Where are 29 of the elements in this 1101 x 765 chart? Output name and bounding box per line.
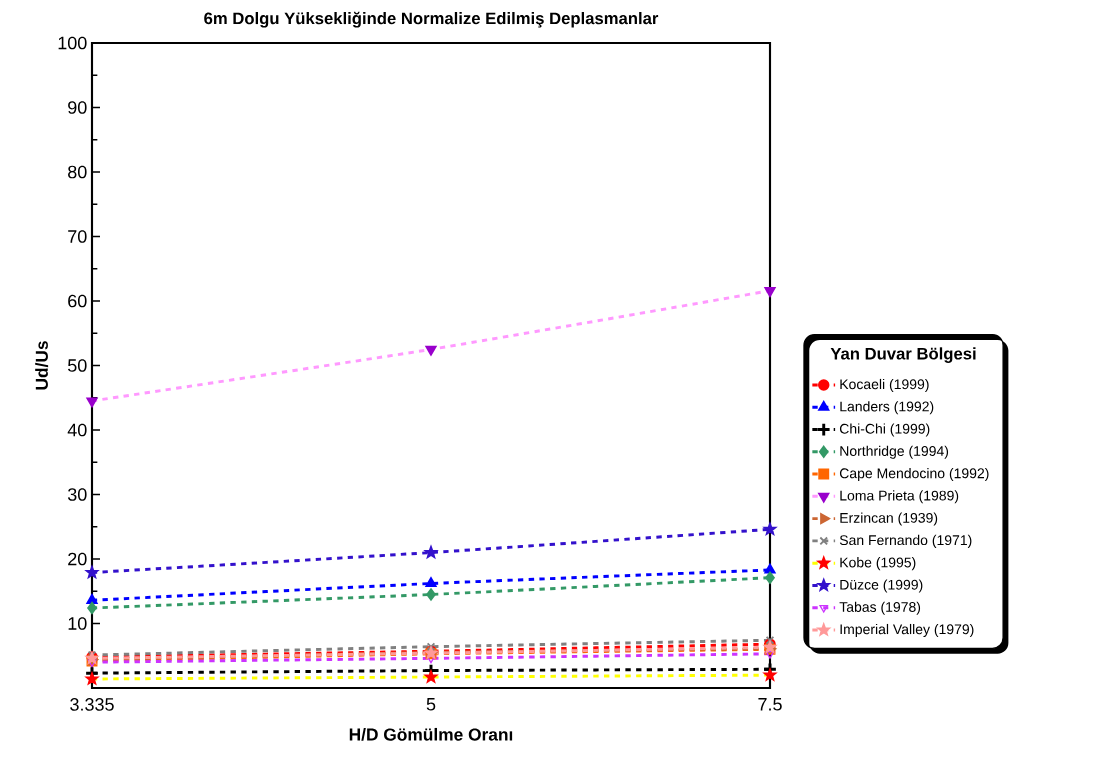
y-tick-label: 40 xyxy=(67,423,87,437)
legend-label: Kocaeli (1999) xyxy=(840,378,929,392)
y-tick-label: 90 xyxy=(68,101,87,114)
legend-label: Cape Mendocino (1992) xyxy=(839,467,989,482)
y-tick-label: 20 xyxy=(68,552,87,566)
x-tick-label: 5 xyxy=(426,698,436,711)
x-tick-label: 7.5 xyxy=(758,698,782,711)
chart-title: 6m Dolgu Yüksekliğinde Normalize Edilmiş Deplasmanlar xyxy=(204,11,659,28)
y-tick-label: 10 xyxy=(68,617,87,630)
legend-label: Kobe (1995) xyxy=(840,557,916,571)
y-axis-title: Ud/Us xyxy=(35,341,49,390)
legend-label: San Fernando (1971) xyxy=(839,534,972,548)
legend-label: Imperial Valley (1979) xyxy=(840,623,974,637)
legend-label: Erzincan (1939) xyxy=(840,512,938,526)
legend-label: Landers (1992) xyxy=(840,401,934,415)
legend-label: Tabas (1978) xyxy=(839,601,921,615)
x-tick-label: 3.335 xyxy=(70,698,114,711)
legend-label: Chi-Chi (1999) xyxy=(839,423,930,437)
legend-title: Yan Duvar Bölgesi xyxy=(830,347,976,363)
y-tick-label: 80 xyxy=(68,165,87,179)
x-axis-title: H/D Gömülme Oranı xyxy=(349,727,513,741)
y-tick-label: 50 xyxy=(67,359,87,372)
legend-label: Loma Prieta (1989) xyxy=(840,490,959,504)
legend-label: Northridge (1994) xyxy=(840,445,949,459)
y-tick-label: 60 xyxy=(68,294,87,308)
y-tick-label: 100 xyxy=(58,36,87,50)
legend-label: Düzce (1999) xyxy=(840,579,923,593)
y-tick-label: 30 xyxy=(67,488,87,501)
y-tick-label: 70 xyxy=(68,230,87,243)
